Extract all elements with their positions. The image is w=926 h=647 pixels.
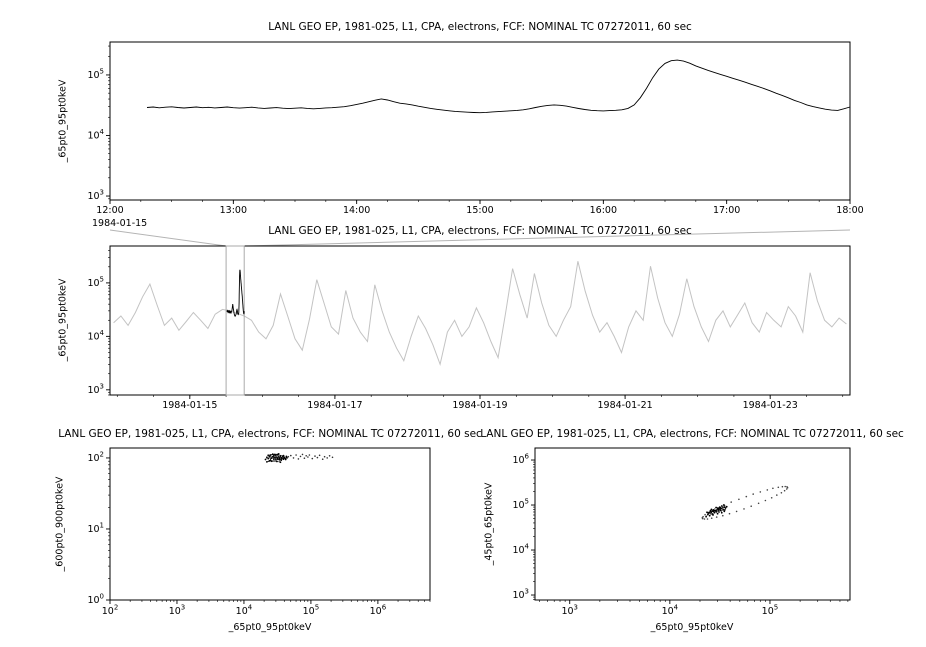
top_timeseries-plot-area[interactable] bbox=[109, 41, 851, 201]
svg-text:12:00: 12:00 bbox=[96, 205, 123, 216]
panel1-ylabel: _65pt0_95pt0keV bbox=[57, 79, 69, 163]
panel1-title: LANL GEO EP, 1981-025, L1, CPA, electron… bbox=[268, 21, 692, 33]
top_timeseries-series-flux-65-95keV bbox=[146, 59, 851, 114]
svg-text:103: 103 bbox=[87, 382, 104, 396]
svg-text:106: 106 bbox=[370, 604, 387, 618]
context_timeseries: 103 104 105 1984-01-15 1984-01-17 1984-01-19 1… bbox=[87, 245, 851, 411]
svg-text:102: 102 bbox=[87, 450, 104, 464]
svg-text:104: 104 bbox=[512, 543, 529, 557]
svg-text:104: 104 bbox=[87, 329, 104, 343]
scatter_600_900-plot-area[interactable] bbox=[109, 447, 431, 601]
scatter_600_900-series-dotted-trail bbox=[287, 453, 334, 461]
svg-text:105: 105 bbox=[87, 67, 104, 81]
svg-text:17:00: 17:00 bbox=[713, 205, 740, 216]
panel3-ylabel: _600pt0_900pt0keV bbox=[54, 476, 66, 572]
selection-box[interactable] bbox=[225, 245, 245, 396]
panel1-date-label: 1984-01-15 bbox=[92, 218, 148, 229]
svg-text:14:00: 14:00 bbox=[343, 205, 370, 216]
svg-text:15:00: 15:00 bbox=[466, 205, 493, 216]
scatter_45_65-series-dense-cluster bbox=[705, 504, 728, 518]
svg-text:104: 104 bbox=[236, 604, 253, 618]
panel2-ylabel: _65pt0_95pt0keV bbox=[57, 278, 69, 362]
scatter_45_65-series-event-loop bbox=[701, 485, 789, 520]
svg-text:104: 104 bbox=[87, 128, 104, 142]
svg-text:105: 105 bbox=[512, 498, 529, 512]
scatter_45_65-axes bbox=[531, 447, 851, 604]
svg-text:104: 104 bbox=[662, 604, 679, 618]
svg-text:105: 105 bbox=[303, 604, 320, 618]
panel4-ylabel: _45pt0_65pt0keV bbox=[483, 482, 495, 566]
svg-text:1984-01-15: 1984-01-15 bbox=[162, 400, 217, 411]
scatter_600_900-series-dense-cluster bbox=[264, 453, 288, 464]
panel3-title: LANL GEO EP, 1981-025, L1, CPA, electron… bbox=[58, 428, 482, 440]
scatter_45_65-plot-area[interactable] bbox=[534, 447, 851, 601]
svg-text:13:00: 13:00 bbox=[220, 205, 247, 216]
svg-text:1984-01-17: 1984-01-17 bbox=[307, 400, 362, 411]
svg-text:103: 103 bbox=[512, 588, 529, 602]
zoom-connector-lines bbox=[109, 229, 851, 247]
context_timeseries-plot-area[interactable] bbox=[109, 245, 851, 396]
svg-text:105: 105 bbox=[87, 275, 104, 289]
panel4-title: LANL GEO EP, 1981-025, L1, CPA, electron… bbox=[480, 428, 904, 440]
svg-text:16:00: 16:00 bbox=[590, 205, 617, 216]
svg-text:100: 100 bbox=[87, 593, 104, 607]
scatter_600_900-axes bbox=[106, 447, 431, 604]
svg-text:1984-01-21: 1984-01-21 bbox=[597, 400, 652, 411]
svg-text:101: 101 bbox=[87, 521, 104, 535]
panel2-title: LANL GEO EP, 1981-025, L1, CPA, electron… bbox=[268, 225, 692, 237]
scatter_45_65: 103 104 105 106 103 104 105 bbox=[512, 447, 851, 618]
top_timeseries-axes bbox=[106, 41, 851, 204]
context_timeseries-series-context-flux-65-95keV bbox=[113, 261, 847, 367]
context-highlight-trace bbox=[226, 269, 245, 318]
panel3-xlabel: _65pt0_95pt0keV bbox=[228, 622, 312, 633]
svg-text:105: 105 bbox=[762, 604, 779, 618]
top_timeseries: 103 104 105 12:00 13:00 14:00 15:00 16:00 17:00 1… bbox=[87, 41, 864, 216]
scatter_600_900: 100 101 102 102 103 104 105 106 bbox=[87, 447, 431, 618]
svg-text:102: 102 bbox=[102, 604, 119, 618]
svg-text:1984-01-23: 1984-01-23 bbox=[743, 400, 798, 411]
svg-text:106: 106 bbox=[512, 453, 529, 467]
context_timeseries-axes bbox=[106, 245, 851, 399]
svg-text:18:00: 18:00 bbox=[836, 205, 863, 216]
panel4-xlabel: _65pt0_95pt0keV bbox=[650, 622, 734, 633]
svg-text:103: 103 bbox=[561, 604, 578, 618]
svg-text:103: 103 bbox=[87, 189, 104, 203]
svg-text:103: 103 bbox=[169, 604, 186, 618]
svg-text:1984-01-19: 1984-01-19 bbox=[452, 400, 507, 411]
